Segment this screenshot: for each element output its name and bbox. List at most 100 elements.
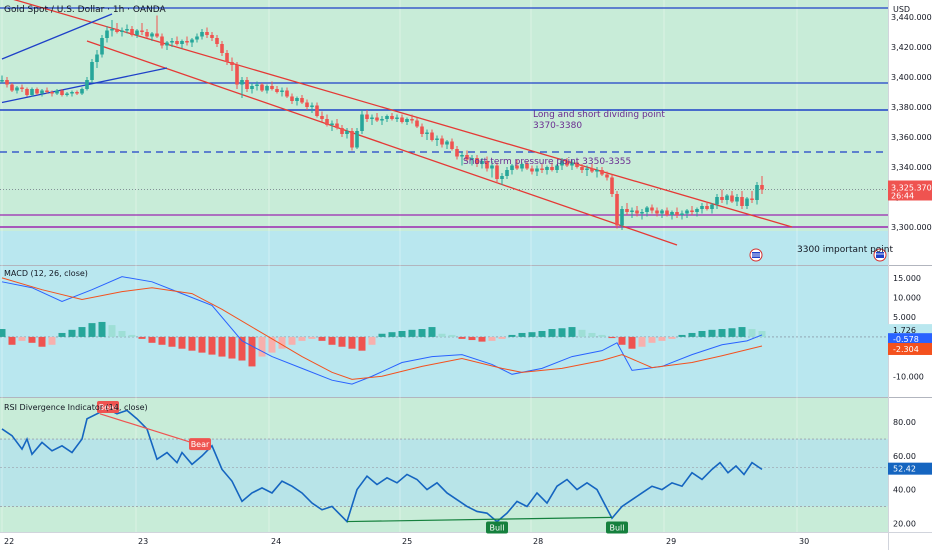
macd-title[interactable]: MACD (12, 26, close): [4, 269, 88, 278]
macd-histogram-bar: [268, 336, 276, 353]
candle-body: [370, 117, 374, 119]
bull-label: Bull: [489, 523, 504, 532]
candle-body: [680, 213, 684, 215]
symbol-title[interactable]: Gold Spot / U.S. Dollar · 1h · OANDA: [4, 5, 166, 15]
candle-body: [265, 86, 269, 91]
candle-body: [570, 162, 574, 166]
macd-histogram-bar: [218, 336, 226, 357]
macd-histogram-bar: [378, 333, 386, 337]
macd-histogram-bar: [478, 336, 486, 342]
macd-histogram-bar: [148, 336, 156, 343]
macd-histogram-bar: [438, 333, 446, 337]
candle-body: [640, 212, 644, 214]
candle-body: [325, 119, 329, 125]
candle-body: [150, 33, 154, 37]
price-tick: 3,420.000: [891, 43, 932, 52]
signal-value: -2.304: [893, 345, 919, 354]
currency-label[interactable]: USD: [893, 5, 911, 14]
macd-histogram-bar: [198, 336, 206, 353]
candle-body: [260, 84, 264, 91]
candle-body: [665, 210, 669, 215]
macd-histogram-bar: [158, 336, 166, 345]
candle-body: [655, 210, 659, 214]
macd-histogram-bar: [408, 329, 416, 337]
candle-body: [745, 198, 749, 206]
rsi-title[interactable]: RSI Divergence Indicator (14, close): [4, 403, 148, 412]
time-tick: 22: [4, 537, 14, 546]
candle-body: [240, 80, 244, 85]
macd-histogram-bar: [588, 332, 596, 337]
bull-label-box: [486, 521, 508, 534]
candle-body: [210, 35, 214, 38]
candle-body: [755, 185, 759, 200]
candle-body: [635, 210, 639, 214]
macd-histogram-bar: [688, 332, 696, 337]
macd-histogram-bar: [698, 331, 706, 337]
macd-histogram-bar: [168, 336, 176, 347]
macd-value: -0.578: [893, 335, 919, 344]
candle-body: [5, 80, 9, 85]
macd-histogram-bar: [628, 336, 636, 349]
price-pane-bg: [0, 0, 888, 265]
macd-histogram-bar: [308, 336, 316, 339]
candle-body: [105, 30, 109, 38]
rsi-plot: Bear Bear Bull Bull: [1, 401, 763, 534]
macd-histogram-bar: [708, 329, 716, 337]
candle-body: [740, 197, 744, 206]
candle-body: [425, 132, 429, 134]
macd-histogram-bar: [578, 329, 586, 337]
macd-histogram-bar: [278, 336, 286, 349]
macd-histogram-bar: [208, 336, 216, 355]
candle-body: [495, 165, 499, 179]
candle-body: [720, 197, 724, 200]
candle-body: [180, 41, 184, 44]
candle-body: [85, 80, 89, 89]
candle-body: [205, 32, 209, 35]
candle-body: [375, 117, 379, 121]
candle-body: [545, 167, 549, 170]
candle-body: [475, 158, 479, 164]
candle-body: [645, 207, 649, 212]
candle-body: [290, 96, 294, 101]
candle-body: [165, 42, 169, 46]
candle-body: [465, 155, 469, 160]
candle-body: [455, 149, 459, 157]
macd-histogram-bar: [258, 336, 266, 357]
pressure-point-label: Short-term pressure point 3350-3355: [463, 157, 632, 167]
time-tick: 29: [666, 537, 676, 546]
candle-body: [605, 174, 609, 178]
candle-body: [420, 126, 424, 134]
bear-label-box: [189, 438, 211, 451]
candle-body: [245, 80, 249, 89]
candle-body: [520, 164, 524, 169]
candle-body: [595, 170, 599, 172]
macd-histogram-bar: [138, 336, 146, 339]
important-point-label: 3300 important point: [797, 245, 894, 255]
candle-body: [750, 198, 754, 200]
time-tick: 25: [402, 537, 412, 546]
candle-body: [730, 195, 734, 202]
candle-body: [500, 176, 504, 179]
candle-body: [620, 209, 624, 226]
candle-body: [350, 131, 354, 148]
gridlines: [0, 438, 888, 507]
candle-body: [590, 168, 594, 172]
candle-body: [550, 167, 554, 170]
macd-histogram-bar: [618, 336, 626, 345]
candle-body: [660, 210, 664, 214]
candle-body: [530, 168, 534, 172]
candles: [0, 15, 764, 230]
candle-body: [285, 90, 289, 97]
candle-body: [315, 105, 319, 116]
rsi-line: [1, 407, 763, 524]
macd-histogram-bar: [558, 328, 566, 337]
macd-histogram-bar: [508, 334, 516, 337]
macd-histogram-bar: [488, 336, 496, 341]
candle-body: [230, 62, 234, 65]
flag-icon[interactable]: [749, 248, 763, 262]
last-price-tag: [888, 180, 932, 201]
flag-icon[interactable]: [873, 248, 887, 262]
price-pane-bg-lower: [0, 231, 888, 265]
macd-tick: 5.000: [893, 313, 916, 322]
candle-body: [610, 177, 614, 194]
